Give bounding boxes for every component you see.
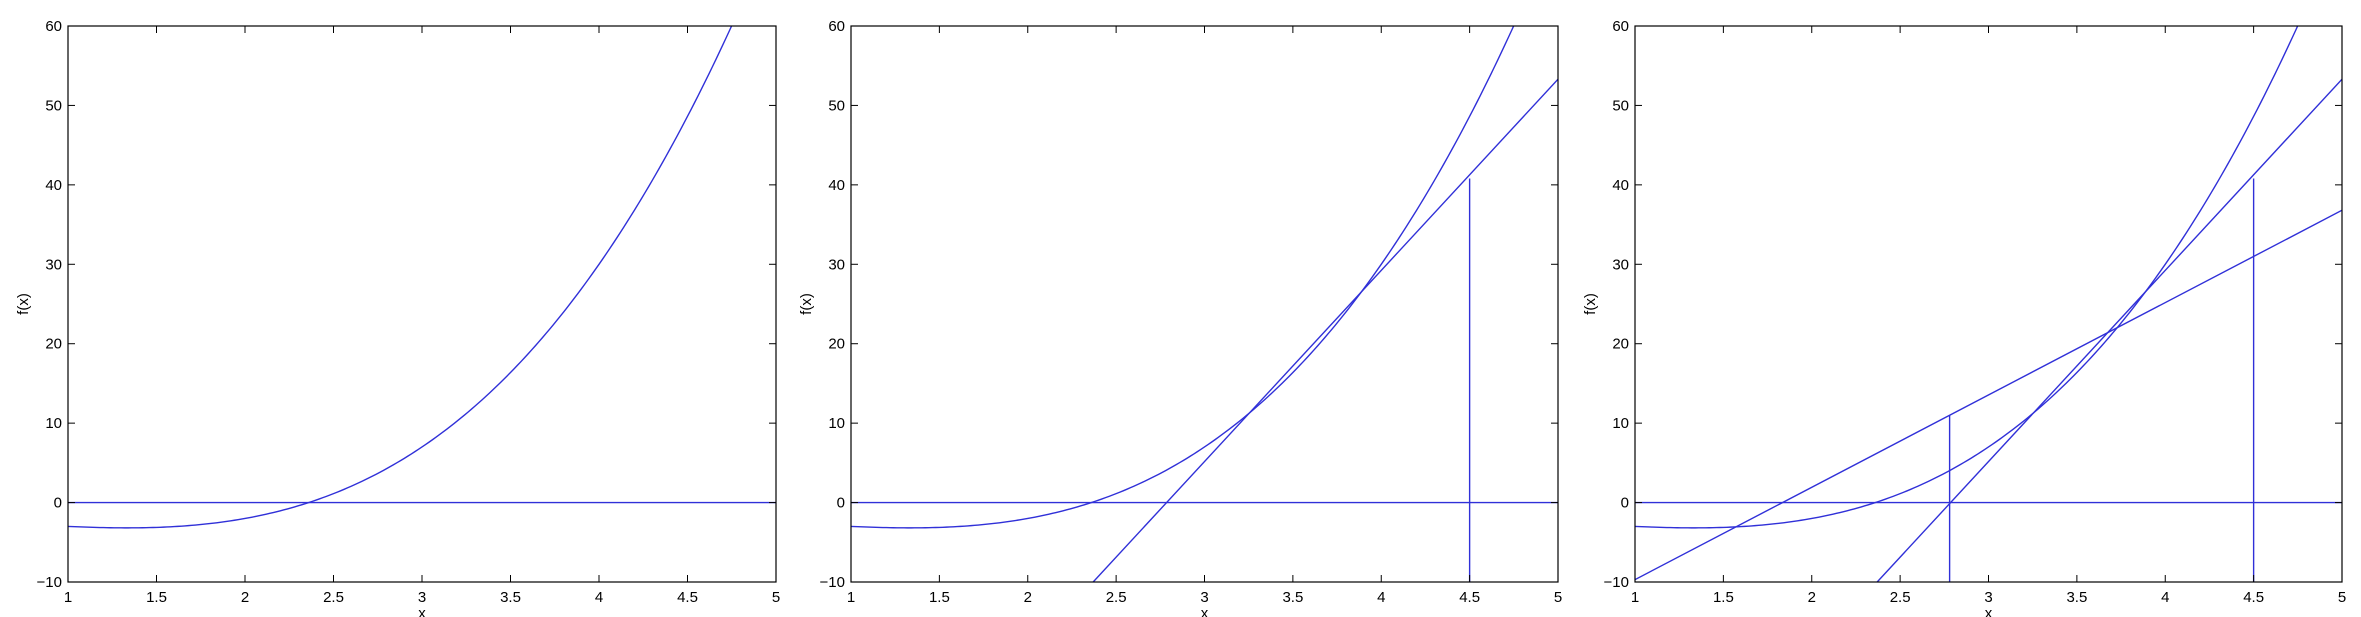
- chart-panel-2: 1 1.5 2 2.5 3 3.5 4 4.5 5 −10 0 10 20 30 40 50 60 x f(x): [798, 18, 1562, 617]
- x-tick-label: 5: [2338, 589, 2346, 606]
- y-tick-label: 0: [837, 495, 845, 512]
- y-tick-label: 40: [1612, 177, 1629, 194]
- series-line-3: [1876, 78, 2342, 582]
- chart-panel-3: 1 1.5 2 2.5 3 3.5 4 4.5 5 −10 0 10 20 30 40 50 60 x f(x): [1582, 18, 2346, 617]
- x-tick-label: 5: [1554, 589, 1562, 606]
- x-tick-label: 2: [1808, 589, 1816, 606]
- x-tick-label: 2: [1024, 589, 1032, 606]
- x-tick-label: 4.5: [677, 589, 698, 606]
- x-axis-label: x: [1985, 605, 1993, 617]
- x-tick-label: 1.5: [146, 589, 167, 606]
- y-axis-label: f(x): [798, 293, 815, 315]
- x-tick-label: 4.5: [2243, 589, 2264, 606]
- x-tick-label: 1: [1631, 589, 1639, 606]
- y-tick-label: 40: [828, 177, 845, 194]
- y-tick-label: 30: [1612, 256, 1629, 273]
- plot-area: [851, 26, 1558, 582]
- x-tick-label: 3: [418, 589, 426, 606]
- y-tick-label: 50: [45, 97, 62, 114]
- x-axis-label: x: [1201, 605, 1209, 617]
- chart-panel-1: 1 1.5 2 2.5 3 3.5 4 4.5 5 −10 0 10 20 30 40 50 60 x f(x): [15, 18, 780, 617]
- x-tick-label: 5: [772, 589, 780, 606]
- y-tick-label: 10: [45, 415, 62, 432]
- x-tick-label: 1: [847, 589, 855, 606]
- y-axis-label: f(x): [1582, 293, 1599, 315]
- x-tick-label: 3.5: [2066, 589, 2087, 606]
- series-line-1: [1635, 26, 2299, 529]
- y-tick-label: 0: [1621, 495, 1629, 512]
- y-tick-label: 0: [54, 495, 62, 512]
- y-axis-label: f(x): [15, 293, 32, 315]
- top-crop-mask: [0, 0, 2361, 8]
- y-tick-label: 50: [1612, 97, 1629, 114]
- y-tick-label: −10: [37, 574, 62, 591]
- y-tick-label: 40: [45, 177, 62, 194]
- y-tick-label: 30: [828, 256, 845, 273]
- y-tick-label: 60: [1612, 18, 1629, 35]
- series-line-1: [851, 26, 1515, 529]
- plot-area: [68, 26, 776, 529]
- plot-area: [1635, 26, 2342, 582]
- x-tick-label: 3.5: [1282, 589, 1303, 606]
- series-line-1: [68, 26, 733, 529]
- x-tick-label: 1.5: [929, 589, 950, 606]
- y-tick-label: 30: [45, 256, 62, 273]
- series-line-3: [1092, 78, 1558, 582]
- x-tick-label: 1: [64, 589, 72, 606]
- x-tick-label: 4: [1377, 589, 1385, 606]
- x-tick-label: 3: [1984, 589, 1992, 606]
- x-axis-label: x: [418, 605, 426, 617]
- axes-frame: [850, 25, 1559, 583]
- x-tick-label: 1.5: [1713, 589, 1734, 606]
- y-tick-label: 60: [45, 18, 62, 35]
- y-tick-label: 60: [828, 18, 845, 35]
- x-tick-label: 4.5: [1459, 589, 1480, 606]
- y-tick-label: 10: [1612, 415, 1629, 432]
- y-tick-label: 20: [45, 336, 62, 353]
- y-tick-label: 50: [828, 97, 845, 114]
- y-tick-label: 10: [828, 415, 845, 432]
- x-tick-label: 2.5: [1106, 589, 1127, 606]
- x-tick-label: 2: [241, 589, 249, 606]
- x-tick-label: 2.5: [323, 589, 344, 606]
- axes-frame: [1634, 25, 2343, 583]
- x-tick-label: 3: [1200, 589, 1208, 606]
- y-tick-label: −10: [1604, 574, 1629, 591]
- series-line-4: [1635, 209, 2342, 581]
- y-tick-label: 20: [828, 336, 845, 353]
- x-tick-label: 2.5: [1890, 589, 1911, 606]
- x-tick-label: 4: [2161, 589, 2169, 606]
- axes-frame: [67, 25, 777, 583]
- x-tick-label: 3.5: [500, 589, 521, 606]
- y-tick-label: 20: [1612, 336, 1629, 353]
- x-tick-label: 4: [595, 589, 603, 606]
- y-tick-label: −10: [820, 574, 845, 591]
